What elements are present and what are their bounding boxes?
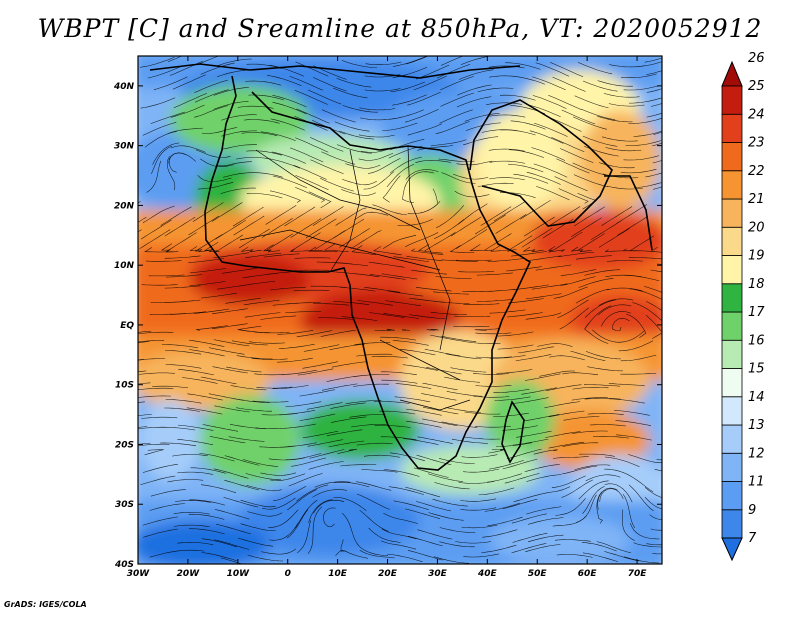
colorbar-swatch [721, 283, 743, 313]
colorbar-label: 15 [748, 362, 765, 377]
map-title: WBPT [C] and Sreamline at 850hPa, VT: 20… [37, 14, 763, 43]
colorbar-label: 18 [748, 277, 765, 292]
lat-tick-label: 40S [114, 560, 134, 570]
colorbar-label: 16 [748, 333, 765, 348]
map-frame [137, 55, 663, 565]
streamline-paths [138, 56, 662, 564]
colorbar-swatch [721, 170, 743, 200]
colorbar-swatch [721, 396, 743, 426]
colorbar-label: 21 [748, 192, 765, 207]
lat-tick-label: 40N [113, 82, 135, 92]
lon-tick-label: 30E [428, 569, 448, 579]
colorbar-label: 20 [748, 220, 765, 235]
lat-tick-label: 20N [114, 201, 135, 211]
colorbar-swatch [721, 509, 743, 539]
colorbar: 7 9 11 12 13 14 15 16 17 18 19 20 21 22 23 24 25 26 [721, 51, 765, 562]
colorbar-swatch [721, 226, 743, 256]
colorbar-label: 22 [748, 164, 765, 179]
lon-tick-label: 0 [285, 569, 291, 579]
lat-tick-label: 30S [115, 500, 134, 510]
lon-tick-label: 50E [528, 569, 548, 579]
coastlines [149, 63, 653, 471]
colorbar-swatch [721, 311, 743, 341]
colorbar-swatch [721, 339, 743, 369]
country-borders [239, 145, 471, 411]
colorbar-label: 26 [748, 51, 765, 66]
wbpt-field [138, 56, 662, 564]
lat-tick-label: 20S [115, 440, 134, 450]
colorbar-swatch [721, 85, 743, 115]
colorbar-swatch [721, 113, 743, 143]
lon-tick-label: 60E [578, 569, 598, 579]
lat-tick-label: EQ [120, 321, 134, 331]
latitude-axis: 40N 30N 20N 10N EQ 10S 20S 30S 40S [113, 82, 662, 570]
lon-tick-label: 70E [628, 569, 648, 579]
colorbar-label: 17 [748, 305, 765, 320]
colorbar-label: 9 [748, 503, 756, 518]
colorbar-label: 11 [748, 475, 765, 490]
lon-tick-label: 30W [127, 569, 151, 579]
lon-tick-label: 10E [328, 569, 348, 579]
colorbar-swatch [721, 368, 743, 398]
lat-tick-label: 10N [114, 261, 135, 271]
colorbar-swatch [721, 424, 743, 454]
colorbar-swatch [721, 452, 743, 482]
lat-tick-label: 10S [115, 381, 134, 391]
colorbar-bottom-arrow [721, 537, 743, 562]
colorbar-swatch [721, 255, 743, 285]
colorbar-label: 25 [748, 79, 765, 94]
colorbar-label: 24 [748, 107, 765, 122]
colorbar-swatch [721, 142, 743, 172]
lon-tick-label: 40E [477, 569, 498, 579]
longitude-axis: 30W 20W 10W 0 10E 20E 30E 40E 50E 60E 70E [127, 56, 647, 579]
lon-tick-label: 10W [227, 569, 251, 579]
colorbar-swatch [721, 198, 743, 228]
colorbar-swatch [721, 481, 743, 511]
streamlines [138, 56, 662, 564]
colorbar-label: 7 [748, 531, 757, 546]
colorbar-label: 19 [748, 249, 765, 264]
lat-tick-label: 30N [114, 142, 135, 152]
lon-tick-label: 20W [177, 569, 201, 579]
colorbar-label: 12 [748, 446, 765, 461]
colorbar-label: 23 [748, 136, 765, 151]
colorbar-top-arrow [721, 60, 743, 87]
colorbar-label: 14 [748, 390, 765, 405]
grads-credit: GrADS: IGES/COLA [4, 600, 87, 609]
lon-tick-label: 20E [378, 569, 398, 579]
colorbar-label: 13 [748, 418, 765, 433]
